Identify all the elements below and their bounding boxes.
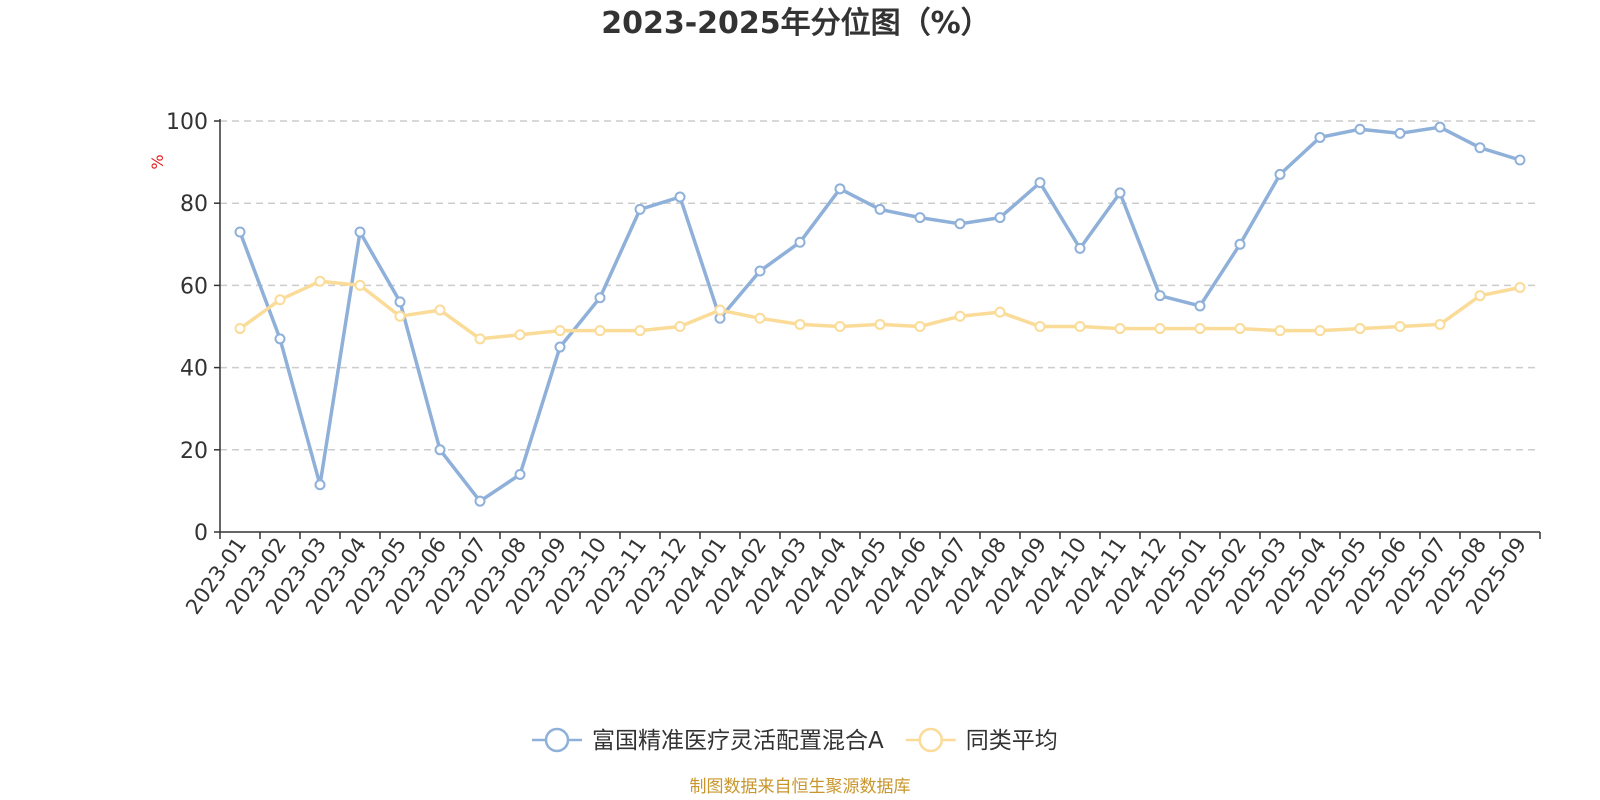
legend-item-1[interactable]: 富国精准医疗灵活配置混合A xyxy=(532,727,884,754)
data-point xyxy=(1314,325,1326,337)
data-point xyxy=(754,265,766,277)
data-point xyxy=(1194,323,1206,335)
series-2 xyxy=(234,275,1526,345)
data-point xyxy=(1234,238,1246,250)
y-tick-labels: 0 20 40 60 80 100 xyxy=(166,110,220,546)
y-tick-label: 60 xyxy=(180,274,208,299)
data-point xyxy=(594,292,606,304)
data-point xyxy=(1194,300,1206,312)
data-point xyxy=(874,203,886,215)
data-point xyxy=(1074,321,1086,332)
axes xyxy=(219,119,1540,533)
data-point xyxy=(794,236,806,248)
data-point xyxy=(634,203,646,215)
data-point xyxy=(1474,290,1486,302)
data-point xyxy=(1394,127,1406,139)
data-point xyxy=(274,333,286,345)
data-point xyxy=(314,275,326,287)
data-point xyxy=(714,304,726,316)
data-point xyxy=(874,318,886,330)
data-point xyxy=(394,296,406,308)
chart-title: 2023-2025年分位图（%） xyxy=(601,6,991,41)
data-point xyxy=(474,495,486,507)
data-point xyxy=(1154,323,1166,335)
series-1 xyxy=(234,121,1526,507)
data-point xyxy=(234,323,246,335)
data-point xyxy=(1274,168,1286,180)
data-point xyxy=(954,310,966,322)
data-point xyxy=(314,479,326,491)
data-point xyxy=(1434,318,1446,330)
data-point xyxy=(834,183,846,195)
data-point xyxy=(1314,131,1326,143)
data-point xyxy=(554,341,566,353)
data-point xyxy=(354,279,366,291)
data-point xyxy=(994,306,1006,318)
data-point xyxy=(1354,123,1366,135)
legend[interactable]: 富国精准医疗灵活配置混合A 同类平均 xyxy=(532,727,1058,754)
legend-marker xyxy=(918,727,943,753)
data-point xyxy=(354,226,366,238)
legend-marker xyxy=(544,727,570,753)
legend-label: 同类平均 xyxy=(966,728,1058,754)
data-point xyxy=(234,226,246,238)
data-point xyxy=(994,212,1006,224)
data-point xyxy=(1034,177,1046,189)
data-point xyxy=(1514,281,1526,293)
data-point xyxy=(914,321,926,332)
data-point xyxy=(1114,187,1126,199)
legend-label: 富国精准医疗灵活配置混合A xyxy=(592,728,884,754)
data-point xyxy=(834,321,846,332)
series-lines xyxy=(234,121,1526,507)
data-point xyxy=(474,333,486,345)
data-point xyxy=(914,212,926,224)
data-point xyxy=(434,304,446,316)
data-point xyxy=(394,310,406,322)
y-tick-label: 0 xyxy=(194,521,208,546)
data-point xyxy=(1234,323,1246,335)
source-note: 制图数据来自恒生聚源数据库 xyxy=(690,777,911,797)
data-point xyxy=(1394,321,1406,332)
data-point xyxy=(434,444,446,456)
data-point xyxy=(674,191,686,203)
series-line xyxy=(238,125,1521,503)
y-tick-label: 80 xyxy=(180,192,208,217)
data-point xyxy=(1274,325,1286,337)
data-point xyxy=(1114,323,1126,335)
data-point xyxy=(274,294,286,306)
data-point xyxy=(594,325,606,337)
y-tick-label: 100 xyxy=(166,110,208,135)
y-tick-label: 20 xyxy=(180,439,208,464)
series-line xyxy=(238,279,1521,341)
y-tick-label: 40 xyxy=(180,357,208,382)
x-tick-labels: 2023-012023-022023-032023-042023-052023-… xyxy=(181,532,1541,619)
data-point xyxy=(1074,242,1086,254)
data-point xyxy=(514,329,526,341)
data-point xyxy=(634,325,646,337)
data-point xyxy=(794,318,806,330)
data-point xyxy=(554,325,566,337)
y-axis-label: % xyxy=(148,154,167,169)
legend-item-2[interactable]: 同类平均 xyxy=(905,727,1058,754)
data-point xyxy=(1354,323,1366,335)
data-point xyxy=(1474,142,1486,154)
data-point xyxy=(1034,321,1046,332)
data-point xyxy=(514,468,526,480)
grid-lines xyxy=(220,120,1540,451)
data-point xyxy=(1514,154,1526,166)
data-point xyxy=(674,321,686,332)
data-point xyxy=(1434,121,1446,133)
data-point xyxy=(954,218,966,230)
data-point xyxy=(754,312,766,324)
data-point xyxy=(1154,290,1166,302)
